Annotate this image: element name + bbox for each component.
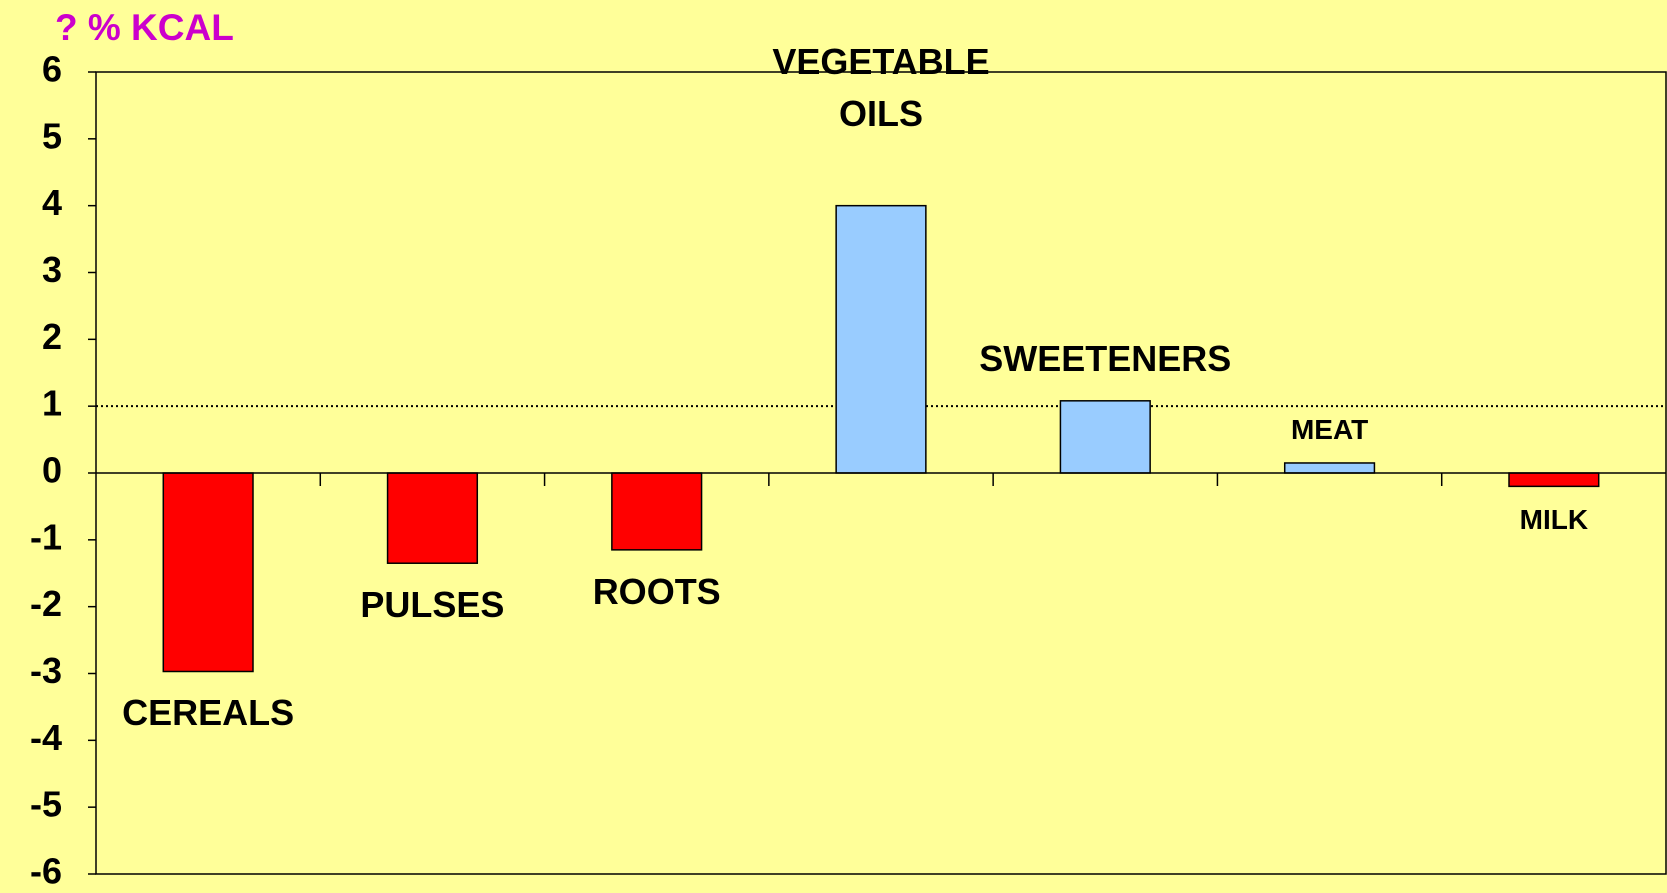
y-tick-label: 2 [42,316,62,357]
bar [611,472,703,551]
y-tick-label: 0 [42,450,62,491]
y-tick-label: 3 [42,249,62,290]
y-tick-label: 1 [42,383,62,424]
bar [1283,462,1376,474]
y-tick-label: -4 [30,717,62,758]
bar [386,472,479,564]
y-tick-label: -5 [30,784,62,825]
y-tick-label: 5 [42,115,62,156]
category-label: MEAT [1290,414,1369,446]
bar [835,204,927,474]
category-label: CEREALS [122,692,295,734]
category-label: PULSES [360,584,505,626]
y-tick-label: -6 [30,851,62,892]
y-tick-label: -1 [30,516,62,557]
bar [162,472,254,673]
category-label: VEGETABLE OILS [772,40,990,134]
y-tick-label: -2 [30,583,62,624]
category-label: ROOTS [592,570,721,612]
y-tick-label: 6 [42,49,62,90]
bar [1508,472,1600,488]
chart-title: ? % KCAL [55,7,234,48]
y-tick-label: 4 [42,182,62,223]
category-label: MILK [1519,503,1589,535]
y-tick-label: -3 [30,650,62,691]
bar [1059,400,1151,474]
category-label: SWEETENERS [979,337,1232,379]
